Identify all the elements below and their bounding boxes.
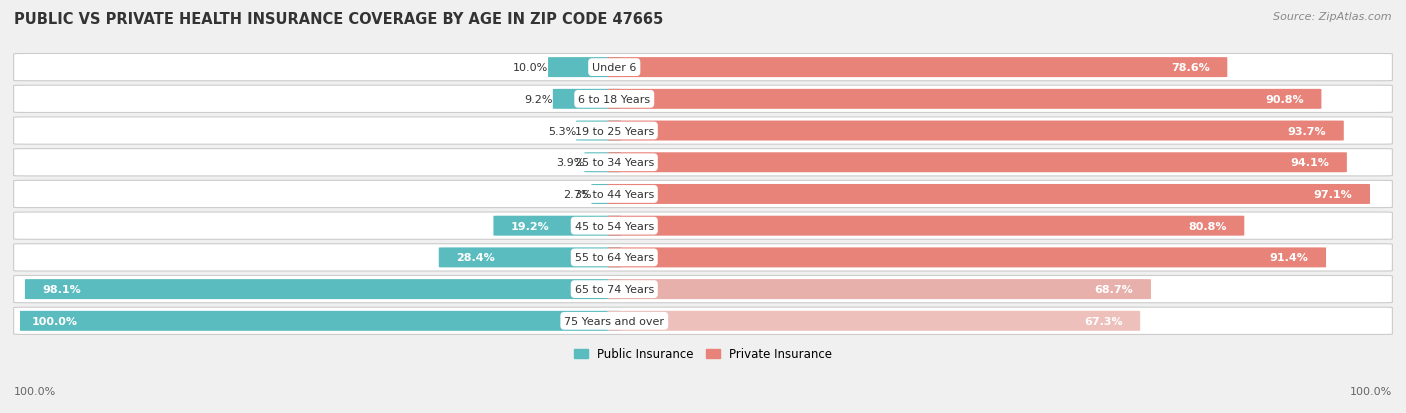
FancyBboxPatch shape bbox=[607, 216, 1244, 236]
Legend: Public Insurance, Private Insurance: Public Insurance, Private Insurance bbox=[569, 343, 837, 365]
FancyBboxPatch shape bbox=[14, 149, 1392, 176]
FancyBboxPatch shape bbox=[14, 86, 1392, 113]
Text: 80.8%: 80.8% bbox=[1188, 221, 1226, 231]
Text: 98.1%: 98.1% bbox=[42, 285, 82, 294]
Text: 100.0%: 100.0% bbox=[14, 387, 56, 396]
Text: 9.2%: 9.2% bbox=[524, 95, 553, 104]
Text: 100.0%: 100.0% bbox=[1350, 387, 1392, 396]
FancyBboxPatch shape bbox=[592, 185, 621, 204]
FancyBboxPatch shape bbox=[607, 58, 1227, 78]
FancyBboxPatch shape bbox=[607, 185, 1369, 204]
Text: 19 to 25 Years: 19 to 25 Years bbox=[575, 126, 654, 136]
Text: 94.1%: 94.1% bbox=[1291, 158, 1329, 168]
Text: 67.3%: 67.3% bbox=[1084, 316, 1122, 326]
FancyBboxPatch shape bbox=[553, 90, 621, 109]
FancyBboxPatch shape bbox=[14, 311, 621, 331]
Text: 2.7%: 2.7% bbox=[562, 190, 592, 199]
Text: 35 to 44 Years: 35 to 44 Years bbox=[575, 190, 654, 199]
FancyBboxPatch shape bbox=[14, 118, 1392, 145]
Text: 5.3%: 5.3% bbox=[548, 126, 576, 136]
Text: 91.4%: 91.4% bbox=[1270, 253, 1309, 263]
FancyBboxPatch shape bbox=[439, 248, 621, 268]
Text: 28.4%: 28.4% bbox=[457, 253, 495, 263]
FancyBboxPatch shape bbox=[607, 121, 1344, 141]
Text: 6 to 18 Years: 6 to 18 Years bbox=[578, 95, 651, 104]
Text: Under 6: Under 6 bbox=[592, 63, 637, 73]
Text: 75 Years and over: 75 Years and over bbox=[564, 316, 664, 326]
FancyBboxPatch shape bbox=[607, 248, 1326, 268]
Text: 65 to 74 Years: 65 to 74 Years bbox=[575, 285, 654, 294]
Text: 93.7%: 93.7% bbox=[1288, 126, 1326, 136]
Text: 68.7%: 68.7% bbox=[1094, 285, 1133, 294]
Text: 97.1%: 97.1% bbox=[1313, 190, 1353, 199]
FancyBboxPatch shape bbox=[548, 58, 621, 78]
FancyBboxPatch shape bbox=[607, 90, 1322, 109]
Text: 19.2%: 19.2% bbox=[512, 221, 550, 231]
FancyBboxPatch shape bbox=[607, 311, 1140, 331]
FancyBboxPatch shape bbox=[14, 213, 1392, 240]
Text: Source: ZipAtlas.com: Source: ZipAtlas.com bbox=[1274, 12, 1392, 22]
FancyBboxPatch shape bbox=[576, 121, 621, 141]
Text: 78.6%: 78.6% bbox=[1171, 63, 1209, 73]
Text: 10.0%: 10.0% bbox=[513, 63, 548, 73]
FancyBboxPatch shape bbox=[14, 244, 1392, 271]
FancyBboxPatch shape bbox=[14, 276, 1392, 303]
Text: 100.0%: 100.0% bbox=[31, 316, 77, 326]
Text: 90.8%: 90.8% bbox=[1265, 95, 1303, 104]
FancyBboxPatch shape bbox=[585, 153, 621, 173]
Text: 45 to 54 Years: 45 to 54 Years bbox=[575, 221, 654, 231]
FancyBboxPatch shape bbox=[25, 280, 621, 299]
Text: 3.9%: 3.9% bbox=[555, 158, 585, 168]
FancyBboxPatch shape bbox=[14, 55, 1392, 81]
Text: 55 to 64 Years: 55 to 64 Years bbox=[575, 253, 654, 263]
Text: 25 to 34 Years: 25 to 34 Years bbox=[575, 158, 654, 168]
FancyBboxPatch shape bbox=[607, 280, 1152, 299]
FancyBboxPatch shape bbox=[607, 153, 1347, 173]
FancyBboxPatch shape bbox=[494, 216, 621, 236]
Text: PUBLIC VS PRIVATE HEALTH INSURANCE COVERAGE BY AGE IN ZIP CODE 47665: PUBLIC VS PRIVATE HEALTH INSURANCE COVER… bbox=[14, 12, 664, 27]
FancyBboxPatch shape bbox=[14, 307, 1392, 335]
FancyBboxPatch shape bbox=[14, 181, 1392, 208]
